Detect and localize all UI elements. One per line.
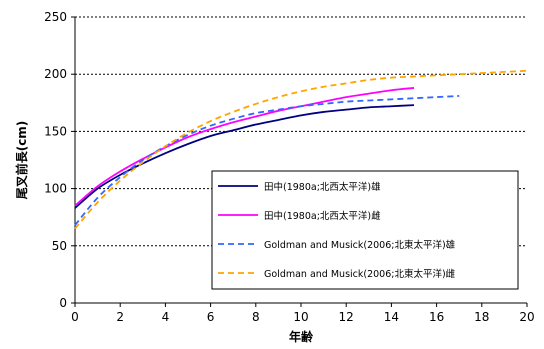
- x-tick-label: 6: [207, 310, 215, 324]
- x-tick-label: 16: [429, 310, 444, 324]
- x-tick-label: 8: [252, 310, 260, 324]
- legend-label-1: 田中(1980a;北西太平洋)雄: [264, 181, 381, 193]
- legend-label-3: Goldman and Musick(2006;北東太平洋)雄: [264, 239, 456, 251]
- y-axis-title: 尾叉前長(cm): [14, 121, 29, 200]
- x-tick-label: 14: [384, 310, 399, 324]
- y-tick-label: 0: [59, 296, 67, 310]
- y-tick-label: 50: [52, 239, 67, 253]
- x-tick-label: 0: [71, 310, 79, 324]
- legend-label-4: Goldman and Musick(2006;北東太平洋)雌: [264, 268, 456, 280]
- x-tick-label: 4: [162, 310, 170, 324]
- y-tick-label: 150: [44, 124, 67, 138]
- series-line-2: [74, 87, 415, 207]
- x-tick-label: 2: [116, 310, 124, 324]
- x-tick-label: 18: [474, 310, 489, 324]
- axes: 0 50 100 150 200 250 0 2 4 6 8 10 12 14 16 18 20: [44, 10, 535, 324]
- legend-label-2: 田中(1980a;北西太平洋)雌: [264, 210, 381, 222]
- legend: 田中(1980a;北西太平洋)雄田中(1980a;北西太平洋)雌 Goldman …: [211, 170, 519, 290]
- y-tick-label: 200: [44, 67, 67, 81]
- series-line-4: [74, 69, 528, 230]
- x-tick-label: 20: [519, 310, 534, 324]
- x-tick-label: 10: [293, 310, 308, 324]
- y-tick-label: 250: [44, 10, 67, 24]
- series-line-3: [74, 95, 460, 226]
- series-lines: [74, 69, 528, 230]
- x-axis-title: 年齢: [289, 329, 314, 344]
- y-tick-label: 100: [44, 182, 67, 196]
- legend-box: [211, 170, 519, 290]
- x-tick-label: 12: [339, 310, 354, 324]
